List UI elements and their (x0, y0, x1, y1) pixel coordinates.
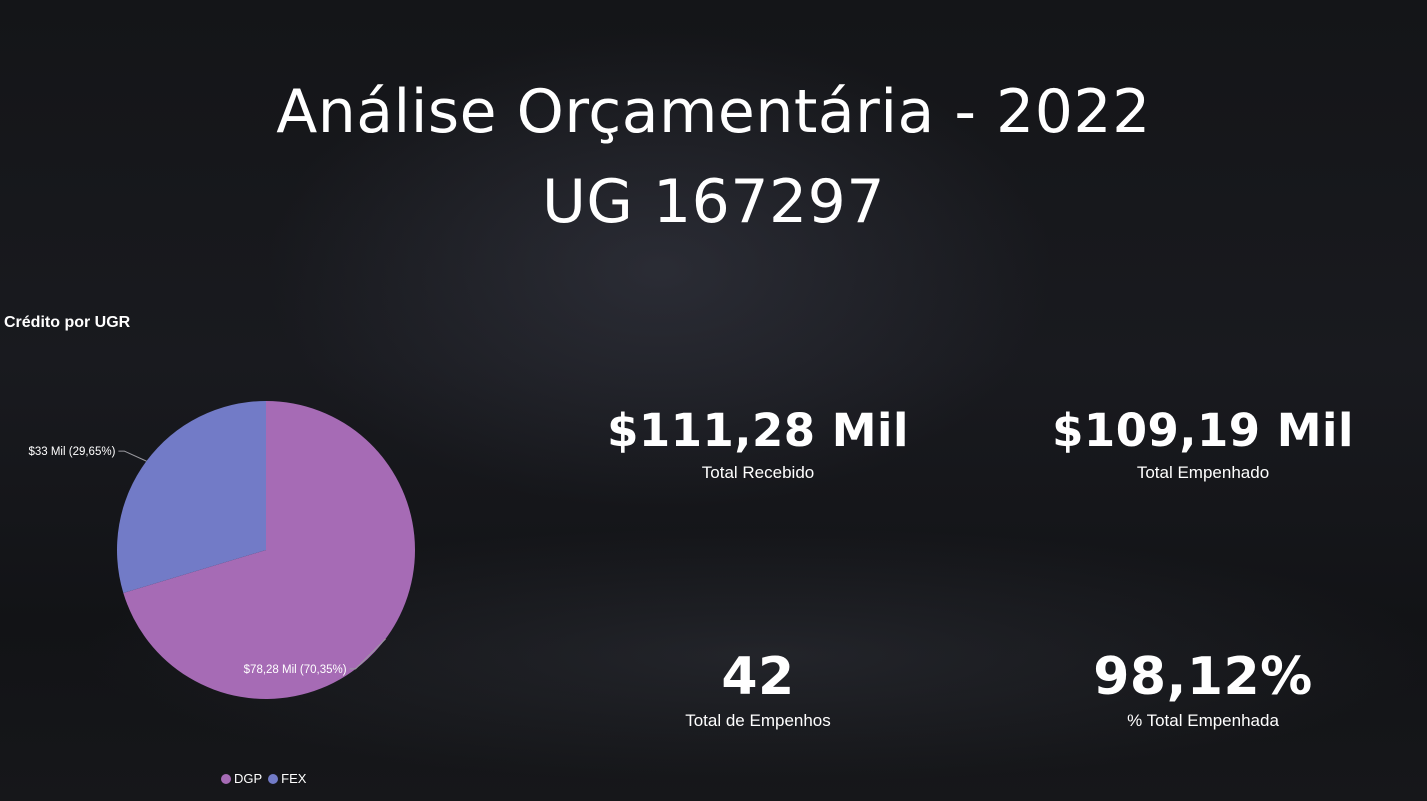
kpi-card-total-recebido[interactable]: $111,28 Mil Total Recebido (558, 408, 958, 483)
kpi-value-total-recebido: $111,28 Mil (607, 404, 909, 457)
kpi-label-total-recebido: Total Recebido (701, 463, 815, 482)
pie-leader-line-dgp (349, 638, 386, 670)
legend-item-dgp[interactable]: DGP (221, 771, 262, 786)
kpi-label-total-empenhado: Total Empenhado (1136, 463, 1270, 482)
legend-dot-fex-icon (268, 773, 279, 784)
kpi-value-total-empenhado: $109,19 Mil (1052, 404, 1354, 457)
kpi-card-total-empenhos[interactable]: 42 Total de Empenhos (558, 651, 958, 731)
pie-data-label-dgp: $78,28 Mil (70,35%) (244, 664, 347, 676)
legend-dot-dgp-icon (221, 773, 231, 784)
kpi-label-total-empenhos: Total de Empenhos (685, 711, 831, 730)
chart-legend: DGP FEX (221, 771, 312, 786)
pie-slice-dgp[interactable] (123, 401, 416, 699)
pie-data-label-fex: $33 Mil (29,65%) (28, 446, 115, 458)
pie-slice-fex[interactable] (116, 401, 266, 593)
legend-label-fex: FEX (281, 771, 307, 786)
kpi-label-percent-empenhada: % Total Empenhada (1127, 711, 1279, 730)
kpi-card-total-empenhado[interactable]: $109,19 Mil Total Empenhado (1003, 408, 1403, 483)
legend-item-fex[interactable]: FEX (268, 771, 306, 786)
kpi-value-percent-empenhada: 98,12% (1093, 647, 1313, 707)
legend-label-dgp: DGP (234, 771, 263, 786)
pie-chart-title: Crédito por UGR (4, 314, 131, 331)
page-subtitle: UG 167297 (541, 167, 886, 237)
pie-leader-line-fex (118, 450, 147, 462)
kpi-value-total-empenhos: 42 (721, 647, 795, 707)
kpi-card-percent-empenhada[interactable]: 98,12% % Total Empenhada (1003, 651, 1403, 731)
pie-chart[interactable]: $33 Mil (29,65%) $78,28 Mil (70,35%) (0, 340, 460, 800)
page-title: Análise Orçamentária - 2022 (276, 77, 1151, 147)
